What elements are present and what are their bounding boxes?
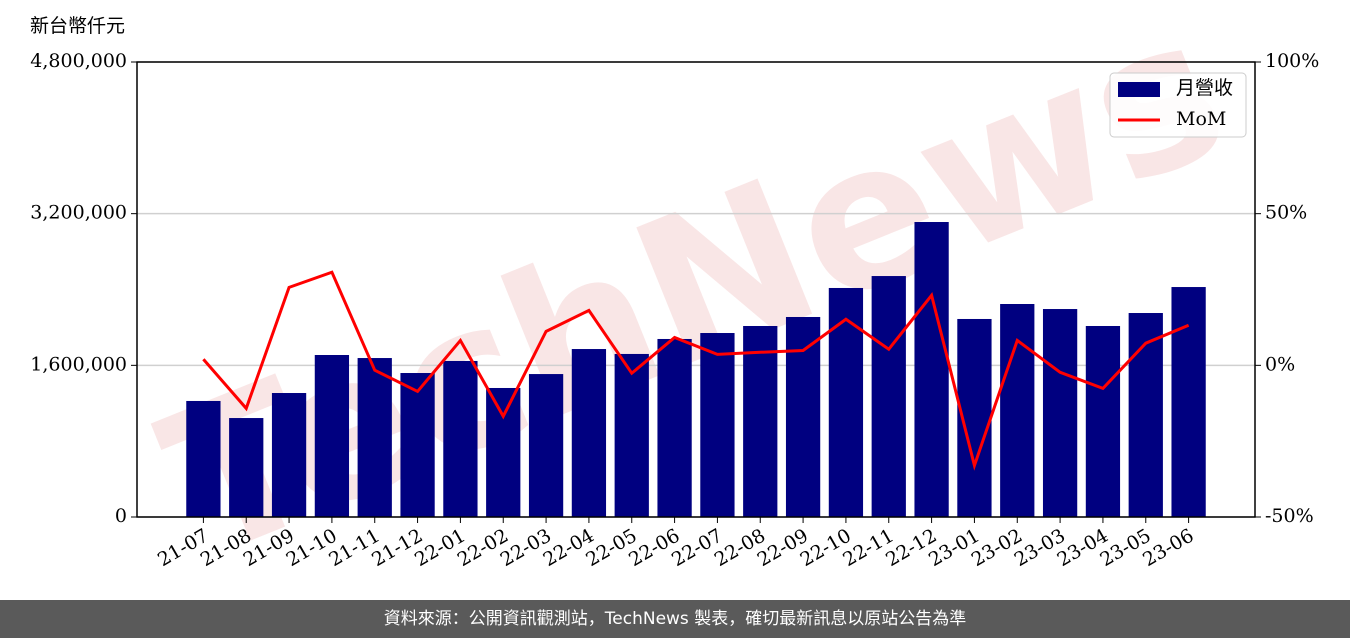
chart: 新台幣仟元 TechNews 01,600,0003,200,0004,800,… bbox=[30, 0, 1319, 604]
y2-tick-label: 0% bbox=[1265, 353, 1295, 375]
y2-tick-label: -50% bbox=[1265, 505, 1314, 527]
bar bbox=[528, 374, 564, 517]
bar bbox=[229, 418, 264, 517]
legend-swatch bbox=[1118, 82, 1160, 97]
bar bbox=[571, 349, 607, 517]
bar bbox=[785, 316, 821, 517]
y-tick-label: 4,800,000 bbox=[30, 50, 127, 72]
y2-tick-label: 100% bbox=[1265, 50, 1319, 72]
y2-tick-label: 50% bbox=[1265, 202, 1307, 224]
footer: 資料來源：公開資訊觀測站，TechNews 製表，確切最新訊息以原站公告為準 bbox=[0, 600, 1350, 638]
bar bbox=[914, 222, 949, 517]
y-axis-label: 新台幣仟元 bbox=[30, 15, 125, 37]
bar bbox=[743, 325, 778, 517]
bar bbox=[400, 373, 435, 517]
y-tick-label: 3,200,000 bbox=[30, 202, 127, 224]
bar bbox=[657, 338, 692, 517]
line bbox=[202, 270, 1190, 471]
bar bbox=[443, 360, 478, 517]
bar bbox=[1085, 325, 1121, 517]
plot-frame bbox=[136, 61, 1256, 518]
bar bbox=[1000, 304, 1035, 517]
bar bbox=[357, 358, 392, 517]
x-tick-label: 23-06 bbox=[1139, 525, 1197, 571]
y-tick-label: 1,600,000 bbox=[30, 353, 127, 375]
bar bbox=[871, 276, 906, 517]
legend-label: 月營收 bbox=[1176, 77, 1233, 99]
bar bbox=[1042, 309, 1078, 517]
bar bbox=[828, 287, 864, 517]
bar bbox=[314, 355, 350, 517]
legend-label: MoM bbox=[1176, 108, 1226, 130]
bar bbox=[186, 400, 221, 517]
y-tick-label: 0 bbox=[115, 505, 127, 527]
bar bbox=[614, 353, 649, 517]
bar bbox=[1128, 313, 1163, 517]
bar bbox=[700, 333, 735, 517]
bar bbox=[486, 387, 521, 517]
bar bbox=[1171, 287, 1206, 517]
bar bbox=[271, 393, 307, 517]
